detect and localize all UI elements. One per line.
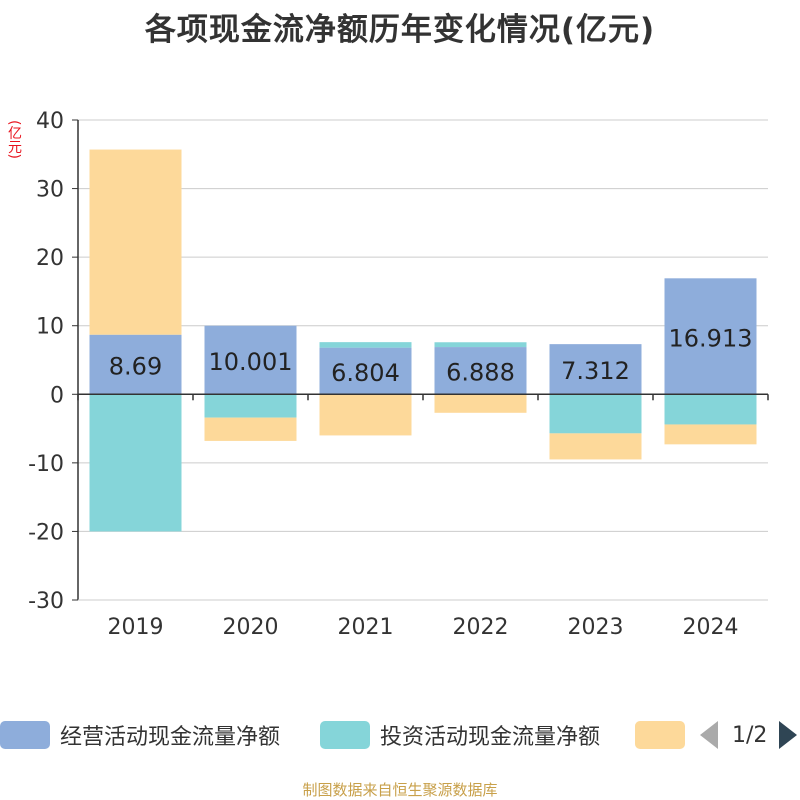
bar-series1-2024 [664,278,757,395]
x-tick-label-2021: 2021 [338,615,394,640]
bar-series3-2022 [434,394,527,413]
pager-next-icon[interactable] [779,721,798,749]
bar-series1-2022 [434,347,527,395]
bar-series3-2019 [89,149,182,335]
legend-swatch-financing [635,721,685,749]
bar-series2-2022 [434,342,527,348]
bar-series1-2021 [319,347,412,395]
bar-series3-2024 [664,424,757,445]
y-tick-label: 20 [36,246,64,271]
legend: 经营活动现金流量净额 投资活动现金流量净额 1/2 [0,715,800,755]
x-tick-label-2023: 2023 [568,615,624,640]
legend-item-operating[interactable]: 经营活动现金流量净额 [0,715,280,755]
pager-text: 1/2 [732,722,768,748]
y-tick-label: 10 [36,315,64,340]
bar-chart: 40 30 20 10 0 -10 -20 -30 8.69 10.001 6.804 6.888 7.… [28,109,769,640]
y-tick-label: 0 [50,383,64,408]
legend-swatch-operating [0,721,50,749]
data-label-2019: 8.69 [109,352,162,380]
bar-series1-2023 [549,344,642,395]
bar-series3-2020 [204,417,297,441]
y-tick-label: 30 [36,178,64,203]
y-tick-label: -20 [28,520,64,545]
y-tick-label: 40 [36,109,64,134]
data-label-2022: 6.888 [446,359,515,387]
y-tick-label: -10 [28,452,64,477]
legend-label-operating: 经营活动现金流量净额 [60,725,281,750]
pager-prev-icon[interactable] [700,721,718,749]
data-label-2024: 16.913 [669,324,753,352]
legend-item-financing[interactable] [635,715,685,755]
data-label-2021: 6.804 [331,359,400,387]
bar-series1-2020 [204,325,297,395]
data-label-2023: 7.312 [561,357,630,385]
bar-series2-2023 [549,394,642,434]
legend-item-investing[interactable]: 投资活动现金流量净额 [320,715,600,755]
x-tick-label-2024: 2024 [683,615,739,640]
chart-title: 各项现金流净额历年变化情况(亿元) [144,12,656,48]
data-label-2020: 10.001 [209,348,293,376]
y-tick-label: -30 [28,589,64,614]
x-tick-label-2019: 2019 [108,615,164,640]
bar-series1-2019 [89,334,182,395]
legend-pager: 1/2 [700,715,798,755]
y-axis-unit-label: (亿元) [6,120,22,159]
legend-label-investing: 投资活动现金流量净额 [380,725,601,750]
source-note: 制图数据来自恒生聚源数据库 [302,781,498,799]
bar-series2-2024 [664,394,757,425]
legend-swatch-investing [320,721,370,749]
bar-series2-2020 [204,394,297,418]
bar-series3-2021 [319,394,412,436]
bar-series3-2023 [549,433,642,460]
bar-series2-2021 [319,342,412,348]
bar-series2-2019 [89,394,182,532]
x-tick-label-2022: 2022 [453,615,509,640]
x-tick-label-2020: 2020 [223,615,279,640]
